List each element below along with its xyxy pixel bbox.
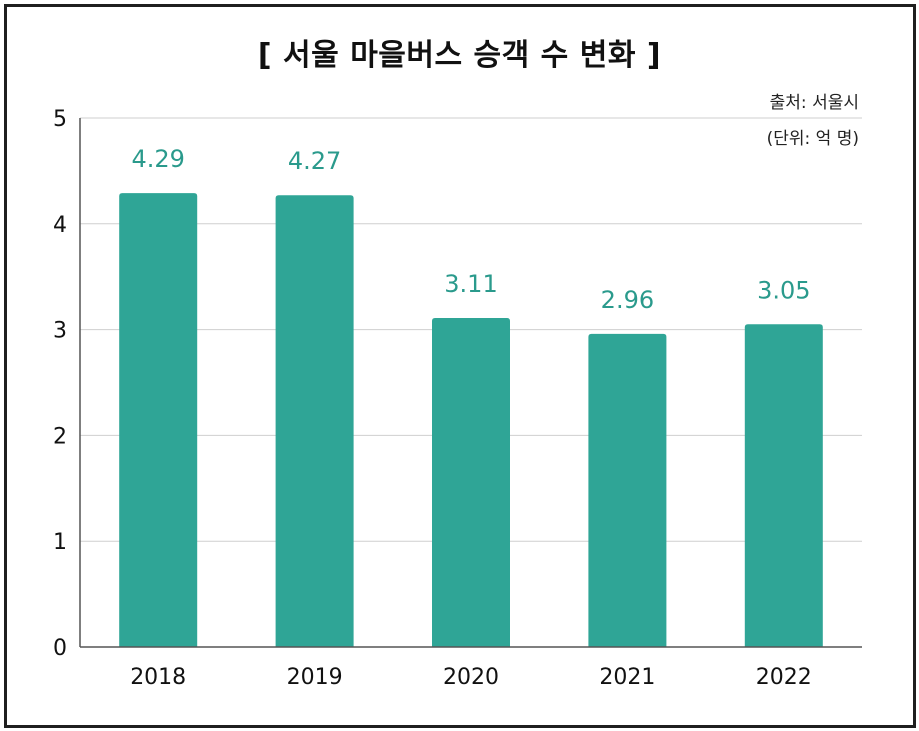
y-axis-ticks: 0 1 2 3 4 5 xyxy=(53,107,67,661)
bar-2020 xyxy=(432,317,510,647)
bar-2019 xyxy=(275,195,354,647)
y-tick-label: 2 xyxy=(53,424,67,449)
x-axis-ticks: 2018 2019 2020 2021 2022 xyxy=(130,665,812,690)
x-tick-label-2019: 2019 xyxy=(287,665,343,690)
bar-2018 xyxy=(119,193,198,648)
x-tick-label-2018: 2018 xyxy=(130,665,186,690)
chart-title: [ 서울 마을버스 승객 수 변화 ] xyxy=(257,38,662,73)
y-tick-label: 3 xyxy=(53,319,67,344)
y-tick-label: 1 xyxy=(53,530,67,555)
x-tick-label-2021: 2021 xyxy=(599,665,655,690)
unit-note: (단위: 억 명) xyxy=(766,129,859,149)
x-tick-label-2020: 2020 xyxy=(443,665,499,690)
data-label-2019: 4.27 xyxy=(288,147,341,175)
data-label-2018: 4.29 xyxy=(131,145,184,173)
bar-2021 xyxy=(588,333,667,647)
data-labels: 4.29 4.27 3.11 2.96 3.05 xyxy=(131,145,810,314)
source-note: 출처: 서울시 xyxy=(769,93,859,113)
y-tick-label: 0 xyxy=(53,636,67,661)
x-tick-label-2022: 2022 xyxy=(756,665,812,690)
data-label-2022: 3.05 xyxy=(757,276,810,304)
bar-2022 xyxy=(744,324,823,647)
data-label-2021: 2.96 xyxy=(601,286,654,314)
data-label-2020: 3.11 xyxy=(444,270,497,298)
y-tick-label: 4 xyxy=(53,213,67,238)
y-tick-label: 5 xyxy=(53,107,67,132)
bars xyxy=(119,193,823,648)
